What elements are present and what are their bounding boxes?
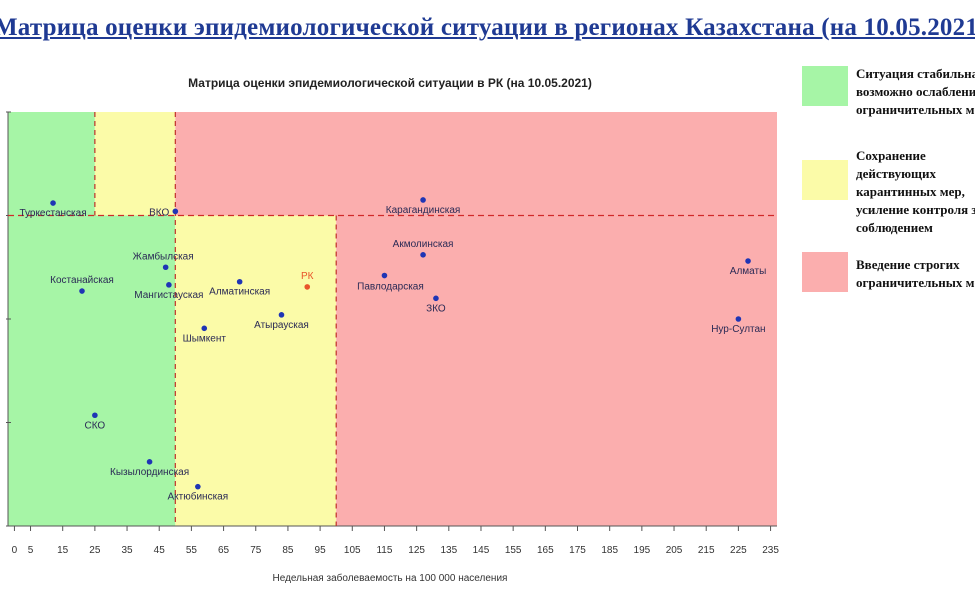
x-tick-label-235: 235 <box>762 545 779 556</box>
x-tick-label-55: 55 <box>186 545 198 556</box>
zone-rect-4 <box>175 112 777 216</box>
chart-title: Матрица оценки эпидемиологической ситуац… <box>188 76 592 90</box>
x-tick-label-75: 75 <box>250 545 262 556</box>
point-3 <box>162 264 169 271</box>
x-tick-label-225: 225 <box>730 545 747 556</box>
point-0 <box>50 200 56 206</box>
risk-zones <box>8 112 777 526</box>
legend-label-strict: Введение строгих ограничительных мер <box>856 257 975 290</box>
point-label-3: Жамбылская <box>133 250 194 262</box>
x-tick-label-175: 175 <box>569 545 586 556</box>
x-tick-label-155: 155 <box>505 545 522 556</box>
x-tick-label-25: 25 <box>89 545 101 556</box>
point-label-4: Костанайская <box>50 275 114 286</box>
zone-rect-5 <box>336 215 777 526</box>
point-label-13: Атырауская <box>254 320 309 331</box>
scatter-chart: 0 5 15 25 35 45 55 65 75 85 95 105 115 125 135 145 155 16… <box>6 111 779 556</box>
x-tick-label-65: 65 <box>218 545 230 556</box>
x-tick-label-105: 105 <box>344 545 361 556</box>
zone-rect-1 <box>8 112 95 216</box>
x-tick-label-95: 95 <box>315 545 327 556</box>
point-14 <box>201 325 208 332</box>
point-11 <box>745 258 751 264</box>
point-16 <box>146 459 153 465</box>
x-tick-label-15: 15 <box>57 545 69 556</box>
point-7 <box>304 284 311 290</box>
point-label-14: Шымкент <box>183 333 227 344</box>
point-2 <box>420 197 426 203</box>
point-5 <box>166 282 172 288</box>
x-tick-label-185: 185 <box>601 545 618 556</box>
x-tick-label-165: 165 <box>537 545 554 556</box>
point-17 <box>195 483 201 490</box>
zone-rect-3 <box>175 215 337 526</box>
legend-swatch-red <box>802 252 848 292</box>
x-axis-label: Недельная заболеваемость на 100 000 насе… <box>272 573 508 584</box>
point-label-11: Алматы <box>730 266 767 277</box>
x-tick-label-145: 145 <box>473 545 490 556</box>
point-6 <box>236 278 243 285</box>
chart-axes: 0 5 15 25 35 45 55 65 75 85 95 105 115 125 135 145 155 16… <box>6 111 779 556</box>
legend-swatch-yellow <box>802 160 848 200</box>
point-label-10: ЗКО <box>426 303 446 314</box>
point-9 <box>381 272 388 279</box>
zone-rect-2 <box>94 112 176 216</box>
slide-title: Матрица оценки эпидемиологической ситуац… <box>0 14 975 41</box>
x-tick-label-215: 215 <box>698 545 715 556</box>
threshold-lines <box>8 112 777 526</box>
point-label-12: Нур-Султан <box>711 324 765 335</box>
point-label-8: Акмолинская <box>393 239 454 250</box>
point-label-6: Алматинская <box>209 287 270 298</box>
point-label-9: Павлодарская <box>357 282 424 293</box>
point-label-16: Кызылординская <box>110 467 189 478</box>
legend-label-maintain: Сохранение действующих карантинных мер, … <box>856 148 975 235</box>
point-label-7: РК <box>301 271 314 282</box>
data-points: Туркестанская ВКО Карагандинская Жамбылская… <box>19 197 767 503</box>
x-tick-label-5: 5 <box>28 545 34 556</box>
x-tick-label-195: 195 <box>634 545 651 556</box>
x-tick-label-45: 45 <box>154 545 166 556</box>
point-1 <box>172 208 179 215</box>
point-4 <box>79 288 85 294</box>
x-tick-label-35: 35 <box>121 545 133 556</box>
x-tick-label-135: 135 <box>440 545 457 556</box>
point-label-15: СКО <box>85 420 106 431</box>
zone-rect-0 <box>8 215 176 526</box>
point-10 <box>433 295 439 302</box>
point-label-0: Туркестанская <box>19 208 86 219</box>
point-8 <box>420 252 426 258</box>
legend-label-stable: Ситуация стабильна, возможно ослабление … <box>856 66 975 117</box>
point-label-1: ВКО <box>149 207 169 218</box>
point-label-5: Мангистауская <box>134 290 203 301</box>
x-tick-label-0: 0 <box>12 545 18 556</box>
x-tick-label-85: 85 <box>282 545 294 556</box>
point-13 <box>278 312 285 318</box>
x-tick-label-205: 205 <box>666 545 683 556</box>
point-label-17: Актюбинская <box>168 491 229 503</box>
legend-swatch-green <box>802 66 848 106</box>
point-15 <box>92 412 98 419</box>
x-tick-label-125: 125 <box>408 545 425 556</box>
point-12 <box>735 316 742 322</box>
point-label-2: Карагандинская <box>386 205 461 216</box>
x-tick-label-115: 115 <box>376 545 392 556</box>
